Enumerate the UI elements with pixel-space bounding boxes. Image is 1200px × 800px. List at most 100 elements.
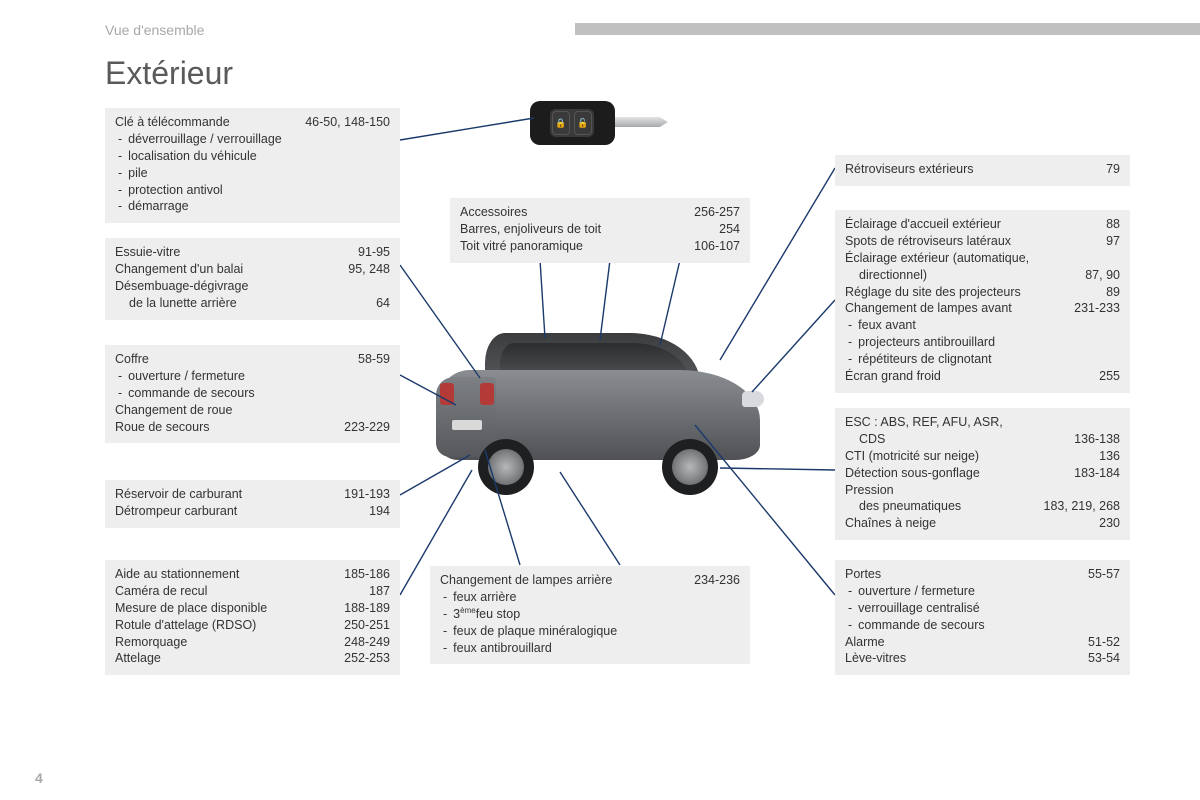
callout-box-right3: ESC : ABS, REF, AFU, ASR,CDS 136-138 CTI (… [835, 408, 1130, 540]
callout-label: Rétroviseurs extérieurs [845, 161, 980, 178]
callout-box-left2: Essuie-vitre 91-95 Changement d'un balai 95… [105, 238, 400, 320]
callout-box-bottom_center: Changement de lampes arrière234-236feux … [430, 566, 750, 664]
callout-pages: 87, 90 [1085, 267, 1120, 284]
callout-pages: 254 [719, 221, 740, 238]
header-bar [575, 23, 1200, 35]
callout-label: Écran grand froid [845, 368, 947, 385]
callout-label: Détection sous-gonflage [845, 465, 986, 482]
callout-sub: feux antibrouillard [440, 640, 740, 657]
callout-label: Éclairage extérieur (automatique, [845, 250, 1035, 267]
callout-sub: 3ème feu stop [440, 606, 740, 623]
callout-pages: 230 [1099, 515, 1120, 532]
key-fob-illustration: 🔒🔓 [530, 95, 670, 150]
callout-sub: déverrouillage / verrouillage [115, 131, 390, 148]
callout-pages: 95, 248 [348, 261, 390, 278]
callout-box-left1: Clé à télécommande 46-50, 148-150déverrou… [105, 108, 400, 223]
callout-pages: 255 [1099, 368, 1120, 385]
callout-label: Clé à télécommande [115, 114, 236, 131]
callout-label: Changement de roue [115, 402, 238, 419]
callout-pages: 191-193 [344, 486, 390, 503]
callout-sub: ouverture / fermeture [845, 583, 1120, 600]
callout-box-right4: Portes55-57ouverture / fermetureverrouil… [835, 560, 1130, 675]
callout-label: Toit vitré panoramique [460, 238, 589, 255]
callout-label: Pression [845, 482, 900, 499]
callout-label: Roue de secours [115, 419, 216, 436]
callout-pages: 55-57 [1088, 566, 1120, 583]
callout-pages: 91-95 [358, 244, 390, 261]
callout-pages: 88 [1106, 216, 1120, 233]
callout-label: Détrompeur carburant [115, 503, 243, 520]
callout-label: des pneumatiques [845, 498, 967, 515]
page-number: 4 [35, 770, 43, 786]
unlock-icon: 🔓 [574, 111, 592, 135]
callout-sub: protection antivol [115, 182, 390, 199]
callout-box-right2: Éclairage d'accueil extérieur 88 Spots de … [835, 210, 1130, 393]
callout-pages: 46-50, 148-150 [305, 114, 390, 131]
callout-pages: 256-257 [694, 204, 740, 221]
callout-label: Lève-vitres [845, 650, 912, 667]
callout-sub: localisation du véhicule [115, 148, 390, 165]
callout-pages: 64 [376, 295, 390, 312]
callout-sub: commande de secours [845, 617, 1120, 634]
callout-box-left4: Réservoir de carburant 191-193 Détrompeur … [105, 480, 400, 528]
callout-sub: pile [115, 165, 390, 182]
callout-label: Coffre [115, 351, 155, 368]
callout-pages: 106-107 [694, 238, 740, 255]
callout-label: Mesure de place disponible [115, 600, 273, 617]
callout-pages: 194 [369, 503, 390, 520]
callout-pages: 89 [1106, 284, 1120, 301]
callout-label: Éclairage d'accueil extérieur [845, 216, 1007, 233]
callout-box-left3: Coffre58-59ouverture / fermeturecommande… [105, 345, 400, 443]
callout-label: Spots de rétroviseurs latéraux [845, 233, 1017, 250]
callout-label: de la lunette arrière [115, 295, 243, 312]
callout-pages: 234-236 [694, 572, 740, 589]
lock-icon: 🔒 [552, 111, 570, 135]
callout-label: Attelage [115, 650, 167, 667]
callout-pages: 136-138 [1074, 431, 1120, 448]
callout-pages: 97 [1106, 233, 1120, 250]
callout-pages: 58-59 [358, 351, 390, 368]
callout-pages: 53-54 [1088, 650, 1120, 667]
page-title: Extérieur [105, 55, 233, 92]
callout-label: Désembuage-dégivrage [115, 278, 254, 295]
callout-label: CTI (motricité sur neige) [845, 448, 985, 465]
callout-label: Chaînes à neige [845, 515, 942, 532]
callout-pages: 223-229 [344, 419, 390, 436]
callout-sub: feux avant [845, 317, 1120, 334]
callout-pages: 136 [1099, 448, 1120, 465]
callout-label: CDS [845, 431, 891, 448]
callout-label: Réglage du site des projecteurs [845, 284, 1027, 301]
callout-label: ESC : ABS, REF, AFU, ASR, [845, 414, 1009, 431]
callout-label: Caméra de recul [115, 583, 213, 600]
callout-sub: feux arrière [440, 589, 740, 606]
callout-pages: 248-249 [344, 634, 390, 651]
callout-sub: démarrage [115, 198, 390, 215]
callout-sub: projecteurs antibrouillard [845, 334, 1120, 351]
callout-pages: 187 [369, 583, 390, 600]
callout-pages: 250-251 [344, 617, 390, 634]
callout-label: Essuie-vitre [115, 244, 186, 261]
callout-pages: 183-184 [1074, 465, 1120, 482]
callout-sub: répétiteurs de clignotant [845, 351, 1120, 368]
callout-box-left5: Aide au stationnement185-186Caméra de re… [105, 560, 400, 675]
callout-box-top_center: Accessoires 256-257 Barres, enjoliveurs de… [450, 198, 750, 263]
vehicle-illustration [430, 325, 770, 500]
callout-pages: 51-52 [1088, 634, 1120, 651]
callout-sub: feux de plaque minéralogique [440, 623, 740, 640]
callout-label: Remorquage [115, 634, 193, 651]
callout-label: Accessoires [460, 204, 533, 221]
callout-label: Rotule d'attelage (RDSO) [115, 617, 262, 634]
callout-label: Changement d'un balai [115, 261, 249, 278]
callout-label: Changement de lampes avant [845, 300, 1018, 317]
section-label: Vue d'ensemble [105, 22, 204, 38]
callout-label: Portes [845, 566, 887, 583]
callout-pages: 183, 219, 268 [1044, 498, 1120, 515]
callout-label: Barres, enjoliveurs de toit [460, 221, 607, 238]
callout-box-right1: Rétroviseurs extérieurs79 [835, 155, 1130, 186]
callout-pages: 231-233 [1074, 300, 1120, 317]
callout-label: Changement de lampes arrière [440, 572, 618, 589]
callout-sub: ouverture / fermeture [115, 368, 390, 385]
callout-label: Alarme [845, 634, 891, 651]
callout-label: Aide au stationnement [115, 566, 245, 583]
callout-label: Réservoir de carburant [115, 486, 248, 503]
